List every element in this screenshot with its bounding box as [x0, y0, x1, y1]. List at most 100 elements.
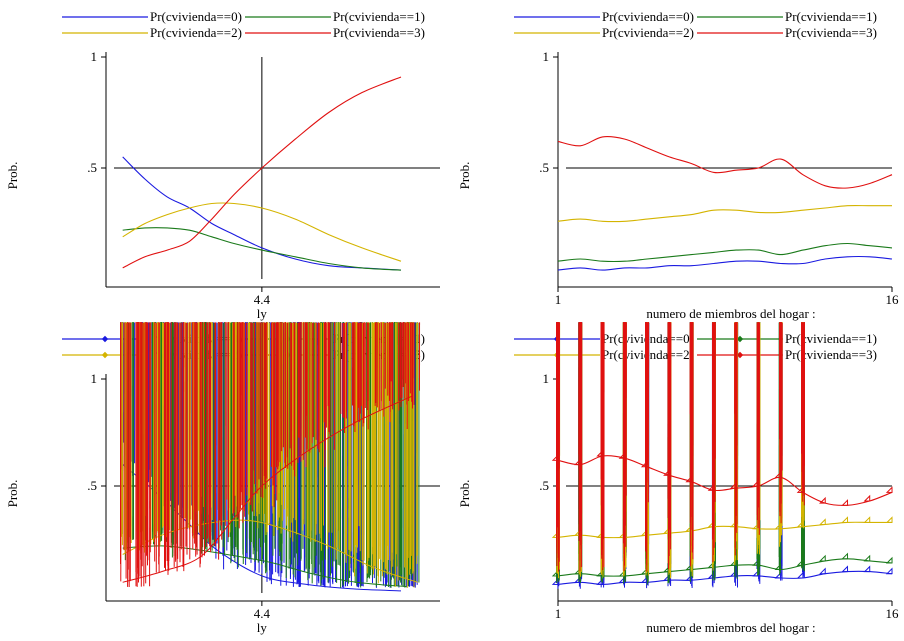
legend-marker — [736, 335, 744, 343]
fitted-point — [774, 563, 782, 571]
y-tick-label: .5 — [539, 478, 549, 493]
y-tick-label: .5 — [87, 478, 97, 493]
series-line — [557, 242, 893, 263]
series-line — [557, 255, 893, 271]
fitted-point — [819, 567, 826, 575]
legend-marker — [101, 351, 109, 359]
x-axis-title: ly — [257, 620, 268, 635]
series-line — [122, 76, 402, 269]
scatter-points — [551, 322, 893, 589]
fitted-point — [551, 578, 559, 585]
fitted-point — [707, 571, 715, 579]
fitted-point — [729, 520, 737, 528]
x-tick-label: 4.4 — [254, 606, 271, 621]
legend-marker — [101, 335, 109, 343]
x-axis-title: numero de miembros del hogar : — [646, 306, 815, 321]
legend-entry: Pr(cvivienda==2) — [150, 25, 242, 40]
chart-panel-3: Pr(cvivienda==0) Pr(cvivienda==1)Pr(cvivi… — [5, 322, 440, 635]
legend-entry: Pr(cvivienda==0) — [602, 9, 694, 24]
legend-entry: Pr(cvivienda==1) — [785, 9, 877, 24]
fitted-line — [122, 395, 413, 583]
legend: Pr(cvivienda==0) Pr(cvivienda==1)Pr(cvivi… — [514, 331, 877, 362]
fitted-point — [729, 569, 737, 577]
y-axis-title: Prob. — [457, 480, 472, 508]
y-tick-label: 1 — [91, 371, 98, 386]
fitted-point — [574, 458, 581, 466]
fitted-point — [774, 522, 782, 530]
fitted-point — [819, 518, 826, 526]
fitted-point — [618, 452, 626, 459]
fitted-point — [596, 578, 604, 585]
fitted-point — [885, 567, 893, 575]
y-tick-label: 1 — [543, 49, 550, 64]
legend-entry: Pr(cvivienda==3) — [785, 347, 877, 362]
legend: Pr(cvivienda==0) Pr(cvivienda==1)Pr(cvivi… — [514, 9, 877, 40]
fitted-line — [557, 558, 893, 577]
fitted-point — [841, 552, 849, 560]
fitted-point — [863, 565, 871, 573]
fitted-point — [841, 499, 849, 506]
x-axis-title: ly — [257, 306, 268, 321]
fitted-point — [796, 571, 804, 579]
y-axis-title: Prob. — [5, 162, 20, 190]
fitted-point — [774, 471, 782, 478]
fitted-point — [841, 565, 849, 573]
series-points — [120, 322, 421, 588]
y-tick-label: 1 — [91, 49, 98, 64]
series-line — [557, 135, 893, 189]
fitted-point — [685, 475, 693, 483]
fitted-point — [885, 556, 893, 564]
fitted-point — [618, 576, 626, 583]
legend-entry: Pr(cvivienda==1) — [785, 331, 877, 346]
legend-entry: Pr(cvivienda==3) — [333, 25, 425, 40]
fitted-point — [729, 559, 737, 566]
legend-entry: Pr(cvivienda==0) — [150, 9, 242, 24]
fitted-point — [774, 571, 782, 579]
series-line — [557, 205, 892, 223]
fitted-point — [819, 496, 826, 504]
series-line — [122, 227, 402, 271]
fitted-point — [796, 559, 804, 566]
legend-entry: Pr(cvivienda==2) — [602, 25, 694, 40]
legend-entry: Pr(cvivienda==3) — [785, 25, 877, 40]
x-tick-label: 16 — [886, 606, 900, 621]
y-tick-label: .5 — [87, 160, 97, 175]
series-line — [122, 156, 402, 271]
fitted-line — [557, 455, 893, 506]
fitted-point — [663, 469, 670, 476]
fitted-point — [707, 484, 715, 491]
fitted-point — [752, 479, 759, 487]
fitted-line — [557, 521, 892, 539]
fitted-point — [685, 574, 693, 581]
x-axis-title: numero de miembros del hogar : — [646, 620, 815, 635]
fitted-point — [618, 569, 626, 577]
y-tick-label: .5 — [539, 160, 549, 175]
y-axis-title: Prob. — [457, 162, 472, 190]
fitted-point — [685, 524, 693, 532]
x-tick-label: 1 — [555, 606, 562, 621]
fitted-point — [707, 561, 715, 568]
fitted-point — [863, 554, 871, 562]
x-tick-label: 4.4 — [254, 292, 271, 307]
chart-panel-4: Pr(cvivienda==0) Pr(cvivienda==1)Pr(cvivi… — [457, 322, 899, 635]
fitted-point — [863, 494, 871, 502]
series-line — [122, 202, 402, 262]
y-axis-title: Prob. — [5, 480, 20, 508]
series-points — [551, 322, 893, 572]
x-tick-label: 1 — [555, 292, 562, 307]
x-tick-label: 16 — [886, 292, 900, 307]
fitted-point — [752, 559, 759, 566]
chart-panel-1: Pr(cvivienda==0) Pr(cvivienda==1)Pr(cvivi… — [5, 9, 440, 321]
legend-entry: Pr(cvivienda==1) — [333, 9, 425, 24]
fitted-point — [551, 454, 559, 461]
fitted-line — [557, 570, 893, 585]
chart-panel-2: Pr(cvivienda==0) Pr(cvivienda==1)Pr(cvivi… — [457, 9, 899, 321]
fitted-point — [640, 460, 648, 468]
fitted-point — [796, 520, 804, 528]
legend-marker — [736, 351, 744, 359]
fitted-point — [729, 481, 737, 489]
fitted-point — [841, 516, 849, 523]
fitted-point — [596, 449, 604, 457]
fitted-point — [863, 516, 871, 523]
